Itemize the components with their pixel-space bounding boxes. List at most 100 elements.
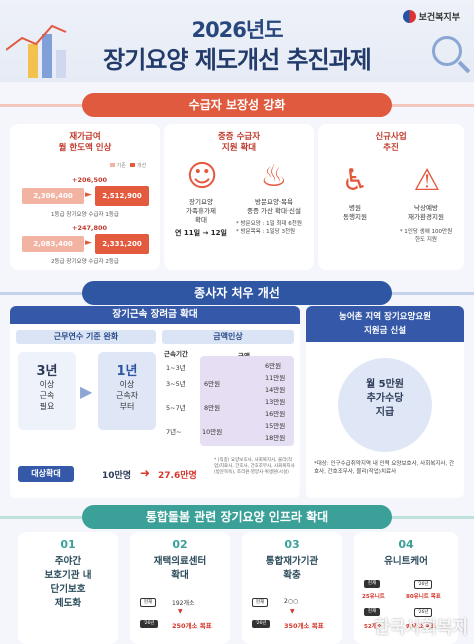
- infra-title-line: 재택의료센터: [153, 556, 207, 567]
- target-tag: '26년: [140, 620, 158, 628]
- card1-title: 재가급여 월 한도액 인상: [10, 132, 160, 154]
- amount-circle: [338, 358, 432, 452]
- infra-title-line: 단기보호: [50, 584, 86, 595]
- item1-label: 장기요양 가족휴가제 확대: [168, 198, 234, 225]
- item1-line1: 장기요양: [189, 198, 213, 206]
- infra-card-01: 01 주야간 보호기관 내 단기보호 제도화: [18, 532, 118, 644]
- new-item1-line2: 동행지원: [343, 213, 367, 221]
- grade1-increase: +206,500: [72, 176, 108, 184]
- amount-new: 18만원: [265, 434, 286, 442]
- new-item1-label: 병원 동행지원: [322, 204, 388, 222]
- section1-title: 수급자 보장성 강화: [82, 93, 392, 117]
- item2-label: 방문요양·목욕 중증 가산 확대·신설: [236, 198, 312, 216]
- infra-num: 04: [398, 538, 414, 551]
- item1-period: 연 11일 → 12일: [175, 229, 227, 237]
- note1: * 방문요양 : 1일 최대 6천원: [236, 221, 302, 227]
- long-service-header: 장기근속 장려금 확대: [10, 306, 300, 324]
- rural-amount-line2: 추가수당: [366, 393, 404, 404]
- legend-new: 개선: [136, 163, 147, 169]
- infra-title-line: 유니트케어: [384, 556, 428, 567]
- amount-new: 6만원: [265, 362, 282, 370]
- amount-new: 13만원: [265, 398, 286, 406]
- rural-amount-line3: 지급: [375, 407, 395, 418]
- fall-prevention-icon: ⚠: [413, 163, 441, 198]
- amount-new: 16만원: [265, 410, 286, 418]
- before-line4: 필요: [39, 402, 55, 411]
- infra-num: 03: [284, 538, 300, 551]
- arrow-icon: ▶: [80, 382, 93, 401]
- magnifier-icon: [432, 36, 462, 66]
- chart-decoration-icon: [6, 24, 67, 78]
- watermark: 한국사회복지: [374, 618, 468, 638]
- condition-header: 근무연수 기준 완화: [16, 330, 156, 344]
- amount-header: 금액인상: [162, 330, 294, 344]
- before-line2: 이상: [39, 380, 55, 389]
- amount-old: 10만원: [202, 428, 223, 436]
- rural-amount: 월 5만원 추가수당 지급: [338, 378, 432, 420]
- companion-icon: ♿: [341, 163, 369, 198]
- down-arrow-icon: ▼: [178, 608, 183, 615]
- new-note-line1: * 1인당 생애 100만원: [399, 229, 453, 235]
- amount-old: 6만원: [204, 380, 221, 388]
- target-value: 350개소 목표: [284, 622, 324, 630]
- amount-new: 14만원: [265, 386, 286, 394]
- item1-line3: 확대: [195, 216, 207, 224]
- grade2-old-value: 2,083,400: [22, 236, 84, 252]
- current-tag: 현재: [364, 608, 380, 616]
- target-value: 250개소 목표: [172, 622, 212, 630]
- item1-line2: 가족휴가제: [186, 207, 216, 215]
- infra-title-line: 주야간: [54, 556, 82, 567]
- grade2-new-value: 2,331,200: [95, 234, 149, 254]
- current-tag: 현재: [140, 598, 156, 607]
- infra-title-line: 확충: [283, 570, 301, 581]
- note2: * 방문목욕 : 1일당 3천원: [236, 229, 296, 235]
- card3-title-line2: 추진: [383, 143, 399, 153]
- period-row: 5~7년: [166, 404, 186, 412]
- current-value: 2○○: [284, 598, 299, 605]
- card2-title-line2: 지원 확대: [221, 143, 257, 153]
- new-item2-note: * 1인당 생애 100만원 한도 지원: [390, 228, 462, 244]
- rural-header-line2: 지원금 신설: [363, 326, 407, 336]
- infra-num: 02: [172, 538, 188, 551]
- rural-note: *대상: 인구수급취약지역 내 인력 요양보호사, 사회복지사, 간호사, 간호…: [314, 461, 455, 475]
- new-item2-line1: 낙상예방: [414, 204, 438, 212]
- header-banner: [0, 0, 474, 82]
- ministry-logo: 보건복지부: [402, 10, 460, 23]
- target-old: 10만명: [102, 471, 132, 481]
- amount-old: 8만원: [204, 404, 221, 412]
- before-condition: 3년 이상 근속 필요: [18, 352, 76, 430]
- after-line1: 1년: [116, 364, 138, 379]
- rural-support-panel: 농어촌 지역 장기요양요원 지원금 신설 월 5만원 추가수당 지급 *대상: …: [306, 306, 464, 498]
- after-line3: 근속자: [115, 391, 139, 400]
- ministry-name: 보건복지부: [418, 13, 460, 23]
- current-value: 192개소: [172, 600, 195, 607]
- legend-old: 기존: [116, 163, 126, 169]
- card2-title: 중증 수급자 지원 확대: [164, 132, 314, 154]
- item2-line1: 방문요양·목욕: [255, 198, 293, 206]
- period-row: 7년~: [166, 428, 182, 436]
- target-tag: '26년: [252, 620, 270, 628]
- period-row: 3~5년: [166, 380, 186, 388]
- year-title: 2026년도: [191, 18, 283, 42]
- main-title: 장기요양 제도개선 추진과제: [103, 46, 372, 74]
- period-row: 1~3년: [166, 364, 186, 372]
- new-item1-line1: 병원: [349, 204, 361, 212]
- grade1-old-value: 2,306,400: [22, 188, 84, 204]
- target-value: 80유니트 목표: [406, 594, 441, 600]
- infra-num: 01: [60, 538, 76, 551]
- infra-card-04: 04 유니트케어 현재 '26년 25유니트 80유니트 목표 현재 '26년 …: [354, 532, 458, 644]
- target-tag: '26년: [414, 608, 432, 617]
- target-value: 90개소 목표: [406, 624, 436, 630]
- bath-icon: ♨: [260, 159, 288, 194]
- arrow-icon: ►: [85, 238, 92, 248]
- current-tag: 현재: [364, 580, 380, 588]
- section3-title: 통합돌봄 관련 장기요양 인프라 확대: [82, 505, 392, 529]
- after-condition: 1년 이상 근속자 부터: [98, 352, 156, 430]
- arrow-icon: ➜: [140, 466, 151, 480]
- grade2-caption: 2등급 장기요양 수급자 2등급: [51, 259, 119, 265]
- item2-notes: * 방문요양 : 1일 최대 6천원 * 방문목욕 : 1일당 3천원: [236, 220, 314, 236]
- card-new-projects: 신규사업 추진 ♿ ⚠ 병원 동행지원 낙상예방 재가환경지원 * 1인당 생애…: [318, 124, 464, 270]
- card-homecare-limit: 재가급여 월 한도액 인상 기존 개선 +206,500 2,306,400 ►…: [10, 124, 160, 270]
- card-severe-support: 중증 수급자 지원 확대 ☺ ♨ 장기요양 가족휴가제 확대 연 11일 → 1…: [164, 124, 314, 270]
- footnote-jobs: * (직종) 요양보호사, 사회복지사, 물리(작업)치료사, 간호사, 간호조…: [214, 458, 295, 475]
